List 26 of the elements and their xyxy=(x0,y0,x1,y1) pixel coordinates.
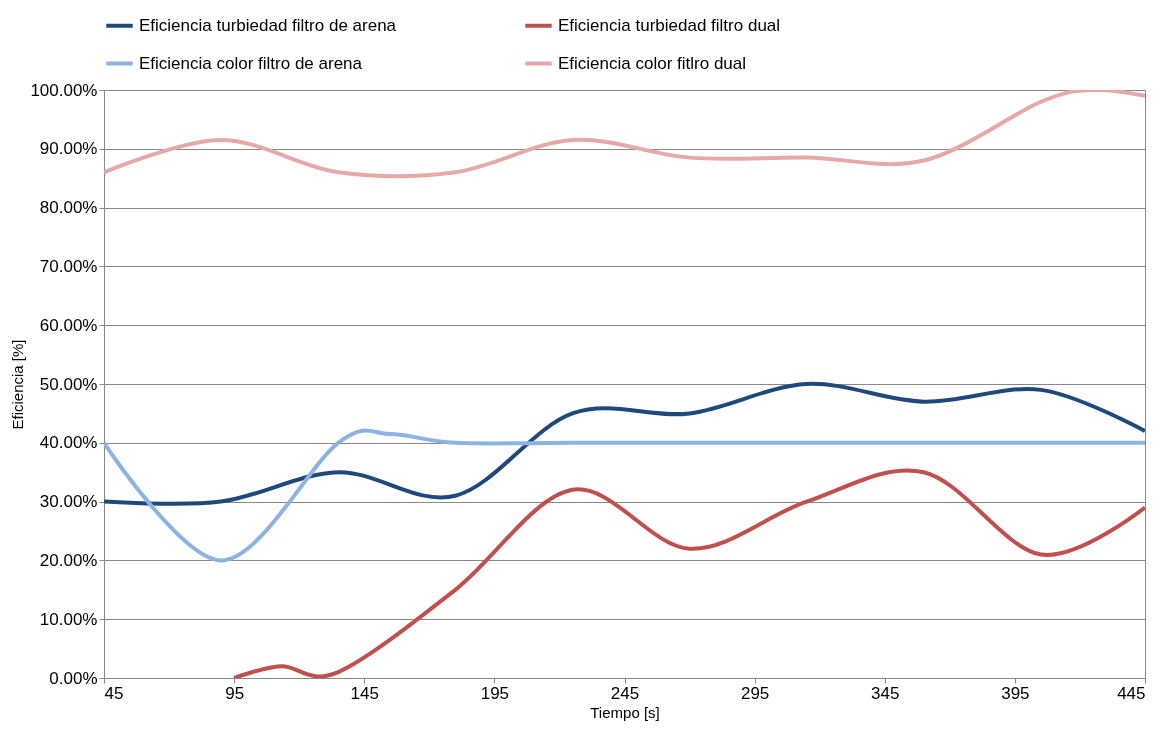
y-axis-title: Eficiencia [%] xyxy=(9,339,27,430)
legend-label: Eficiencia turbiedad filtro dual xyxy=(558,15,781,35)
legend-label: Eficiencia turbiedad filtro de arena xyxy=(139,15,397,35)
y-tick-label: 40.00% xyxy=(39,433,98,453)
y-tick-label: 60.00% xyxy=(39,315,98,335)
y-tick-label: 0.00% xyxy=(49,668,98,688)
x-tick-label: 245 xyxy=(610,683,640,703)
y-tick-label: 10.00% xyxy=(39,609,98,629)
legend-label: Eficiencia color fitlro dual xyxy=(558,53,747,73)
legend-label: Eficiencia color filtro de arena xyxy=(139,53,363,73)
y-tick-label: 100.00% xyxy=(30,80,98,100)
y-tick-label: 30.00% xyxy=(39,492,98,512)
y-tick-label: 70.00% xyxy=(39,256,98,276)
x-tick-label: 195 xyxy=(480,683,510,703)
x-tick-label: 395 xyxy=(1001,683,1030,703)
x-tick-label: 145 xyxy=(350,683,379,703)
x-axis-title: Tiempo [s] xyxy=(590,703,660,721)
x-tick-label: 295 xyxy=(740,683,770,703)
y-tick-label: 80.00% xyxy=(39,198,98,218)
y-tick-label: 50.00% xyxy=(39,374,98,394)
x-tick-label: 95 xyxy=(225,683,245,703)
x-tick-label: 45 xyxy=(104,683,124,703)
x-tick-label: 345 xyxy=(871,683,900,703)
y-tick-label: 20.00% xyxy=(39,550,98,570)
x-tick-label: 445 xyxy=(1117,683,1146,703)
y-tick-label: 90.00% xyxy=(39,139,98,159)
